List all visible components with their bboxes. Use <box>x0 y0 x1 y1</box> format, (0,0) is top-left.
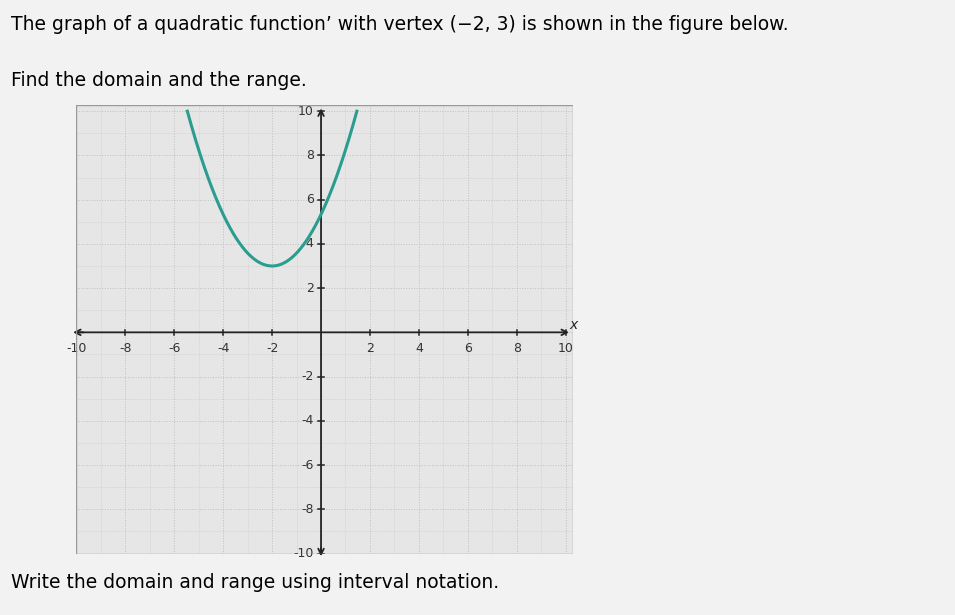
Text: -2: -2 <box>302 370 313 383</box>
Text: 8: 8 <box>513 343 520 355</box>
Text: -6: -6 <box>168 343 180 355</box>
Text: -4: -4 <box>302 415 313 427</box>
Text: x: x <box>569 317 577 331</box>
Text: -8: -8 <box>301 503 313 516</box>
Text: 10: 10 <box>298 105 313 117</box>
Text: -8: -8 <box>119 343 132 355</box>
Text: Write the domain and range using interval notation.: Write the domain and range using interva… <box>11 573 499 592</box>
Text: The graph of a quadratic function’ with vertex (−2, 3) is shown in the figure be: The graph of a quadratic function’ with … <box>11 15 789 34</box>
Text: 4: 4 <box>306 237 313 250</box>
Text: 6: 6 <box>464 343 472 355</box>
Text: 6: 6 <box>306 193 313 206</box>
Text: -10: -10 <box>66 343 87 355</box>
Text: 10: 10 <box>558 343 574 355</box>
Text: -4: -4 <box>217 343 229 355</box>
Text: 2: 2 <box>366 343 374 355</box>
Text: Find the domain and the range.: Find the domain and the range. <box>11 71 308 90</box>
Text: 4: 4 <box>414 343 423 355</box>
Text: -10: -10 <box>293 547 313 560</box>
Text: -2: -2 <box>265 343 278 355</box>
Text: 2: 2 <box>306 282 313 295</box>
Text: -6: -6 <box>302 459 313 472</box>
Text: 8: 8 <box>306 149 313 162</box>
